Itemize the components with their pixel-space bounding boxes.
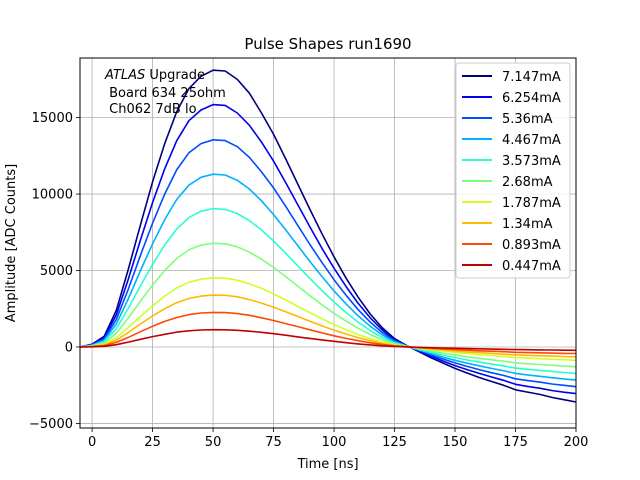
series-line — [79, 207, 577, 375]
legend-box — [455, 62, 571, 279]
series-line — [79, 103, 577, 395]
y-tick-label: 15000 — [32, 111, 73, 126]
y-axis-label: Amplitude [ADC Counts] — [4, 164, 19, 322]
x-tick-label: 25 — [144, 435, 161, 450]
legend: 7.147mA 6.254mA 5.36mA 4.467mA 3.573mA 2.68mA… — [455, 62, 571, 279]
atlas-label: ATLAS — [104, 68, 145, 83]
y-tick-label: 5000 — [40, 264, 73, 279]
legend-label: 2.68mA — [502, 175, 553, 190]
x-tick-label: 75 — [265, 435, 282, 450]
series-line — [79, 328, 577, 352]
legend-label: 5.36mA — [502, 112, 553, 127]
series-line — [79, 277, 577, 362]
series-line — [79, 294, 577, 358]
legend-label: 0.893mA — [502, 238, 561, 253]
atlas-annotation: ATLAS Upgrade Board 634 25ohm Ch062 7dB … — [104, 68, 226, 117]
y-tick-label: 0 — [65, 340, 73, 355]
series-line — [79, 139, 577, 388]
legend-label: 4.467mA — [502, 133, 561, 148]
legend-label: 6.254mA — [502, 91, 561, 106]
legend-label: 1.34mA — [502, 217, 553, 232]
y-tick-label: −5000 — [29, 417, 73, 432]
y-axis: −5000 0 5000 10000 15000 — [29, 111, 80, 432]
y-tick-label: 10000 — [32, 188, 73, 203]
legend-label: 7.147mA — [502, 70, 561, 85]
plot-frame — [79, 57, 577, 429]
x-tick-label: 150 — [443, 435, 468, 450]
series-line — [79, 173, 577, 381]
legend-label: 1.787mA — [502, 196, 561, 211]
chart-title: Pulse Shapes run1690 — [244, 35, 411, 53]
legend-label: 3.573mA — [502, 154, 561, 169]
x-tick-label: 0 — [88, 435, 96, 450]
svg-text:ATLAS Upgrade: ATLAS Upgrade — [104, 68, 205, 83]
legend-label: 0.447mA — [502, 259, 561, 274]
annotation-channel: Ch062 7dB lo — [105, 102, 197, 117]
x-tick-label: 200 — [564, 435, 589, 450]
x-axis-label: Time [ns] — [296, 457, 358, 472]
annotation-board: Board 634 25ohm — [105, 86, 226, 101]
x-tick-label: 50 — [205, 435, 222, 450]
x-tick-label: 125 — [382, 435, 407, 450]
series-line — [79, 69, 577, 403]
annotation-upgrade: Upgrade — [145, 68, 205, 83]
series-lines — [79, 69, 577, 403]
series-line — [79, 242, 577, 368]
x-tick-label: 175 — [503, 435, 528, 450]
x-tick-label: 100 — [322, 435, 347, 450]
series-line — [79, 311, 577, 355]
x-axis: 0 25 50 75 100 125 150 175 200 — [88, 428, 588, 450]
